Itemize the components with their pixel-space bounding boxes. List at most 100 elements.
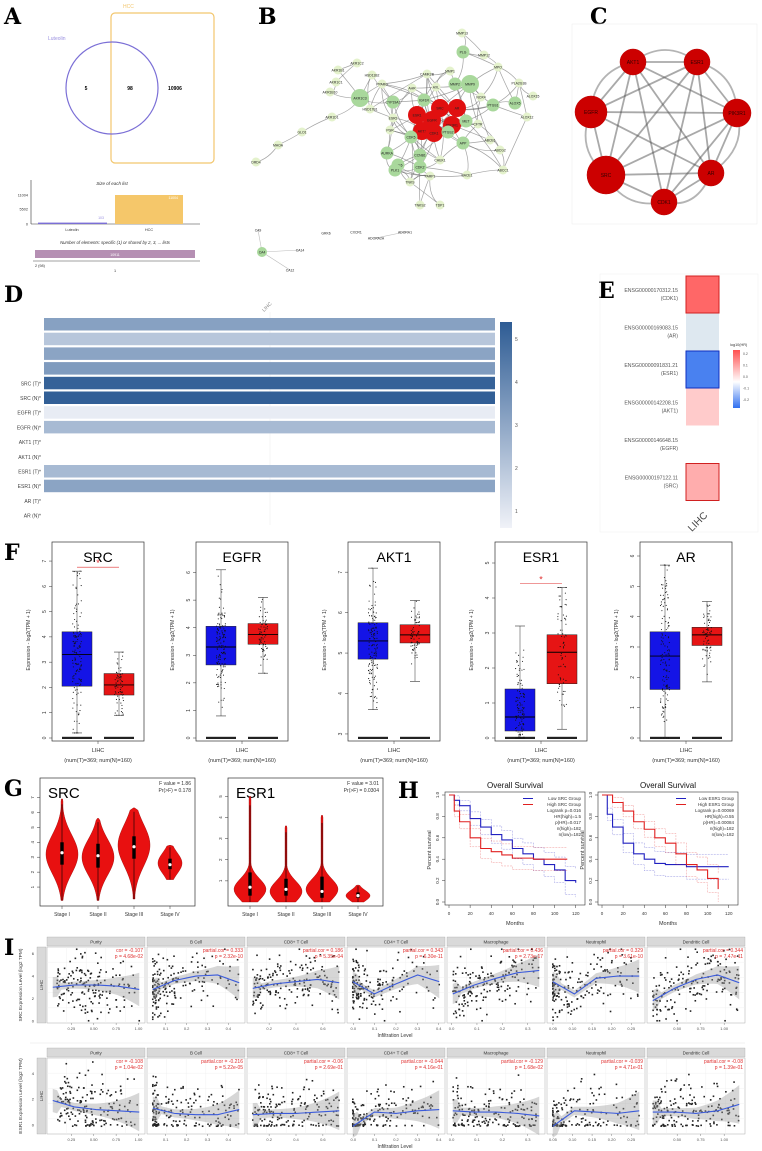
data-point	[430, 1104, 432, 1106]
data-point	[677, 1115, 680, 1118]
data-point	[385, 1102, 388, 1105]
data-point	[709, 656, 711, 658]
data-point	[373, 580, 375, 582]
data-point	[713, 1122, 715, 1125]
data-point	[119, 1085, 122, 1088]
data-point	[92, 1097, 94, 1100]
data-point	[154, 1076, 157, 1078]
data-point	[565, 619, 567, 621]
data-point	[222, 1124, 224, 1126]
data-point	[486, 1124, 488, 1127]
data-point	[534, 1124, 536, 1127]
data-point	[118, 983, 121, 986]
data-point	[73, 675, 75, 677]
data-point	[76, 979, 79, 981]
data-point	[708, 624, 710, 626]
data-point	[254, 1124, 257, 1127]
data-point	[709, 959, 712, 961]
data-point	[380, 994, 383, 997]
data-point	[711, 1105, 713, 1107]
legend-label: Low ESR1 Group	[699, 796, 735, 801]
data-point	[421, 1105, 424, 1108]
data-point	[531, 1101, 533, 1104]
data-point	[518, 725, 520, 727]
data-point	[710, 631, 712, 633]
data-point	[412, 649, 414, 652]
data-point	[399, 1010, 401, 1013]
data-point	[703, 630, 705, 632]
data-point	[221, 632, 223, 634]
p-value: p = 5.22e-05	[215, 1065, 243, 1071]
data-point	[80, 683, 82, 685]
data-point	[495, 1119, 498, 1121]
data-point	[465, 984, 468, 987]
data-point	[255, 978, 257, 981]
data-point	[170, 974, 172, 977]
data-point	[69, 1118, 71, 1121]
data-point	[414, 657, 416, 659]
data-point	[362, 988, 365, 990]
data-point	[407, 982, 409, 985]
data-point	[559, 606, 561, 608]
data-point	[615, 1106, 618, 1109]
data-point	[580, 1078, 583, 1080]
data-point	[269, 1102, 271, 1105]
data-point	[278, 996, 281, 999]
data-point	[326, 1098, 329, 1101]
data-point	[261, 598, 263, 600]
data-point	[325, 1099, 327, 1101]
data-point	[570, 1106, 573, 1109]
data-point	[383, 1019, 386, 1022]
data-point	[105, 1122, 107, 1125]
data-point	[651, 990, 654, 993]
data-point	[700, 1109, 702, 1112]
data-point	[368, 615, 371, 617]
data-point	[253, 976, 256, 979]
data-point	[661, 634, 664, 636]
data-point	[274, 971, 277, 974]
data-point	[618, 1111, 621, 1113]
data-point	[56, 979, 59, 982]
data-point	[467, 1004, 469, 1007]
data-point	[259, 1002, 262, 1004]
data-point	[463, 997, 465, 999]
data-point	[316, 1103, 318, 1106]
y-tick-label: 11004	[18, 194, 28, 198]
facet-strip	[646, 1047, 746, 1058]
ensembl-id: ENSG00000142208.15	[624, 401, 678, 407]
data-point	[706, 650, 708, 652]
data-point	[61, 1087, 64, 1089]
data-point	[522, 723, 524, 725]
panel-label-B: B	[258, 4, 277, 30]
data-point	[558, 1102, 560, 1104]
data-point	[122, 673, 124, 675]
data-point	[259, 641, 261, 643]
data-point	[695, 1124, 698, 1127]
data-point	[401, 973, 404, 976]
data-point	[290, 1115, 292, 1118]
data-point	[72, 1107, 75, 1110]
y-axis-label: SRC Expression Level (log2 TPM)	[18, 948, 24, 1021]
data-point	[120, 702, 122, 704]
data-point	[60, 993, 63, 996]
data-point	[584, 1125, 586, 1127]
data-point	[265, 983, 268, 986]
data-point	[352, 979, 355, 982]
data-point	[128, 1102, 131, 1104]
data-point	[84, 1074, 87, 1077]
data-point	[370, 631, 372, 633]
data-point	[458, 1008, 460, 1011]
y-tick-label: 2	[32, 996, 35, 1001]
data-point	[666, 646, 669, 648]
data-point	[417, 632, 419, 635]
data-point	[152, 1118, 154, 1120]
data-point	[554, 988, 557, 991]
data-point	[357, 1108, 359, 1111]
data-point	[121, 708, 123, 710]
data-point	[218, 624, 221, 626]
data-point	[533, 957, 536, 959]
data-point	[368, 670, 370, 672]
data-point	[505, 1125, 507, 1127]
data-point	[217, 629, 219, 631]
data-point	[617, 967, 619, 969]
